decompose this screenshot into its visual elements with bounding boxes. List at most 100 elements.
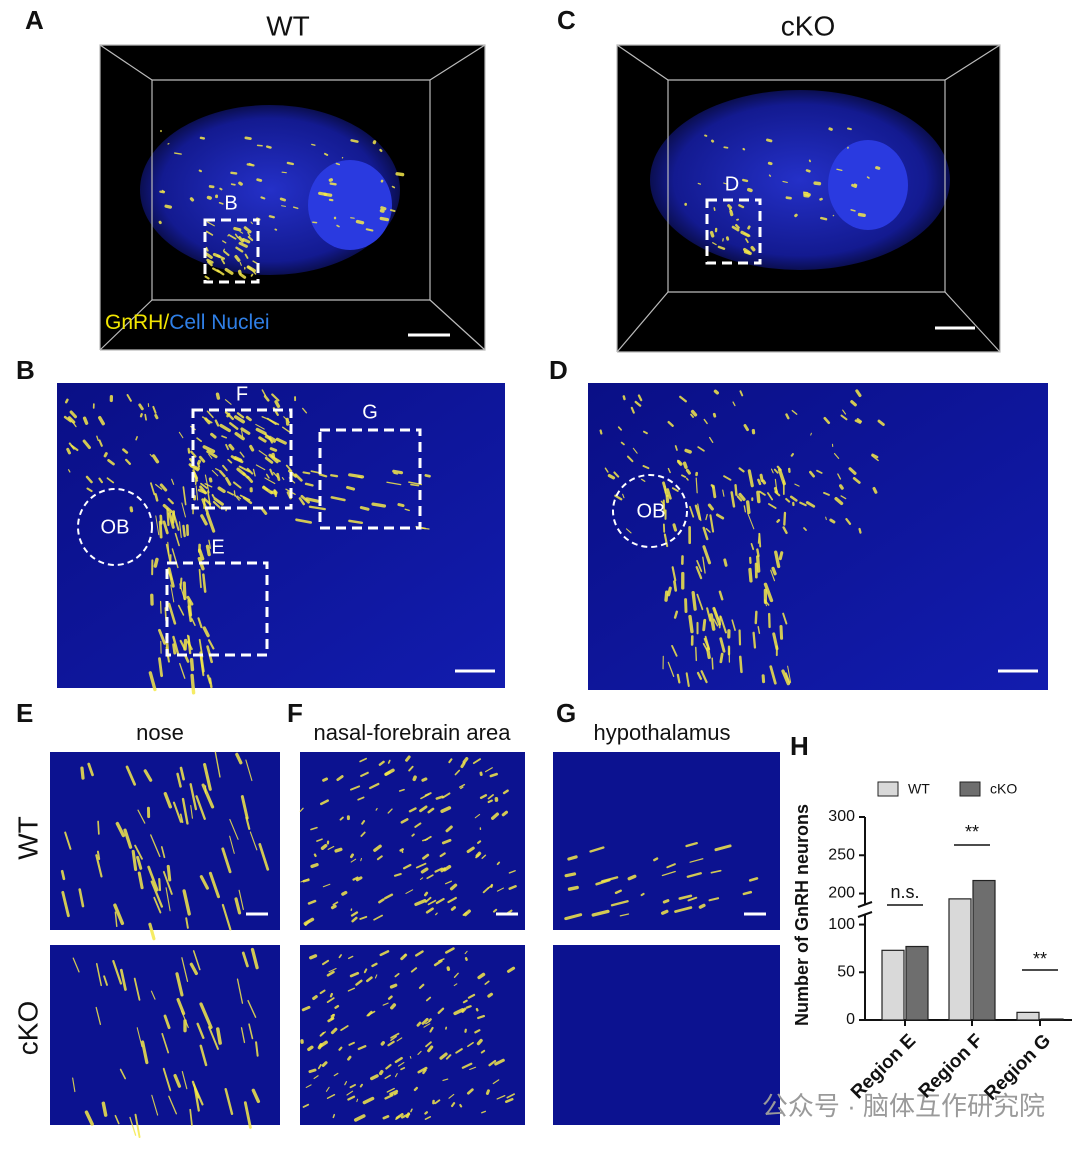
gnrh-signal [706, 607, 712, 622]
roi-box [318, 428, 422, 530]
gnrh-signal [453, 972, 459, 978]
gnrh-signal [390, 1035, 397, 1042]
gnrh-signal [198, 455, 206, 463]
gnrh-signal [239, 273, 247, 279]
gnrh-signal [591, 909, 610, 917]
gnrh-signal [390, 1003, 397, 1010]
gnrh-signal [853, 183, 858, 187]
gnrh-signal [837, 473, 842, 480]
stain-slash: / [163, 311, 169, 334]
significance: ** [965, 822, 979, 842]
gnrh-signal [614, 494, 623, 501]
gnrh-signal [685, 672, 690, 687]
gnrh-signal [350, 858, 357, 863]
gnrh-signal [237, 236, 245, 243]
gnrh-signal [496, 887, 505, 892]
gnrh-signal [148, 671, 157, 692]
gnrh-signal [153, 896, 162, 914]
gnrh-signal [384, 1074, 391, 1080]
gnrh-signal [204, 498, 212, 506]
gnrh-signal [687, 896, 698, 902]
gnrh-signal [379, 148, 383, 153]
gnrh-signal [789, 495, 798, 502]
fluorescence [60, 127, 885, 1138]
gnrh-signal [158, 657, 164, 678]
gnrh-signal [677, 460, 683, 466]
gnrh-signal [455, 1048, 463, 1054]
gnrh-signal [107, 459, 115, 466]
gnrh-signal [163, 792, 172, 809]
group-title: cKO [781, 10, 835, 41]
gnrh-signal [207, 639, 215, 650]
gnrh-signal [247, 999, 257, 1018]
bar [905, 945, 929, 1021]
gnrh-signal [328, 968, 337, 973]
gnrh-signal [350, 911, 359, 917]
gnrh-signal [427, 1045, 434, 1053]
gnrh-signal [664, 590, 669, 602]
image-g-cko [553, 945, 780, 1125]
gnrh-signal [258, 450, 268, 457]
gnrh-signal [781, 669, 790, 686]
gnrh-signal [415, 950, 424, 957]
gnrh-signal [212, 267, 220, 273]
gnrh-signal [233, 226, 242, 232]
gnrh-signal [245, 816, 251, 830]
gnrh-signal [346, 1090, 354, 1096]
gnrh-signal [477, 840, 482, 844]
gnrh-signal [393, 872, 402, 877]
gnrh-signal [341, 890, 348, 896]
gnrh-signal [325, 1086, 330, 1092]
roi-box [191, 408, 293, 510]
gnrh-signal [158, 628, 167, 645]
gnrh-signal [223, 250, 230, 257]
gnrh-signal [155, 483, 163, 490]
gnrh-signal [728, 208, 732, 212]
gnrh-signal [667, 661, 675, 678]
gnrh-signal [785, 497, 791, 503]
gnrh-signal [150, 482, 156, 496]
gnrh-signal [172, 801, 182, 823]
gnrh-signal [221, 258, 226, 265]
gnrh-signal [434, 1099, 441, 1105]
gnrh-signal [488, 1059, 497, 1067]
gnrh-signal [694, 504, 702, 521]
gnrh-signal [326, 1093, 336, 1100]
gnrh-signal [189, 464, 200, 472]
gnrh-signal [877, 419, 885, 427]
gnrh-signal [349, 785, 361, 791]
gnrh-signal [197, 548, 205, 561]
gnrh-signal [151, 454, 160, 464]
gnrh-signal [316, 838, 323, 842]
gnrh-signal [467, 1041, 474, 1048]
gnrh-signal [148, 922, 156, 941]
gnrh-signal [390, 1032, 400, 1039]
gnrh-signal [757, 478, 762, 486]
gnrh-signal [261, 389, 267, 397]
gnrh-signal [447, 896, 457, 904]
gnrh-signal [172, 643, 177, 655]
gnrh-signal [305, 1084, 312, 1088]
gnrh-signal [709, 613, 716, 631]
gnrh-signal [229, 422, 239, 430]
gnrh-signal [135, 436, 138, 441]
gnrh-signal [423, 1023, 431, 1028]
bar [1040, 1018, 1064, 1021]
gnrh-signal [439, 852, 446, 858]
gnrh-signal [134, 844, 143, 860]
gnrh-signal [258, 436, 267, 443]
gnrh-signal [281, 171, 287, 174]
gnrh-signal [490, 883, 494, 888]
gnrh-signal [405, 889, 414, 894]
gnrh-signal [134, 1113, 141, 1138]
micrographs [50, 44, 1048, 1138]
gnrh-signal [179, 766, 185, 781]
gnrh-signal [850, 400, 857, 407]
gnrh-signal [445, 947, 455, 954]
gnrh-signal [785, 413, 790, 420]
gnrh-signal [774, 550, 781, 569]
gnrh-signal [496, 1094, 506, 1100]
gnrh-signal [696, 671, 703, 680]
gnrh-signal [671, 566, 677, 582]
gnrh-signal [433, 959, 443, 967]
